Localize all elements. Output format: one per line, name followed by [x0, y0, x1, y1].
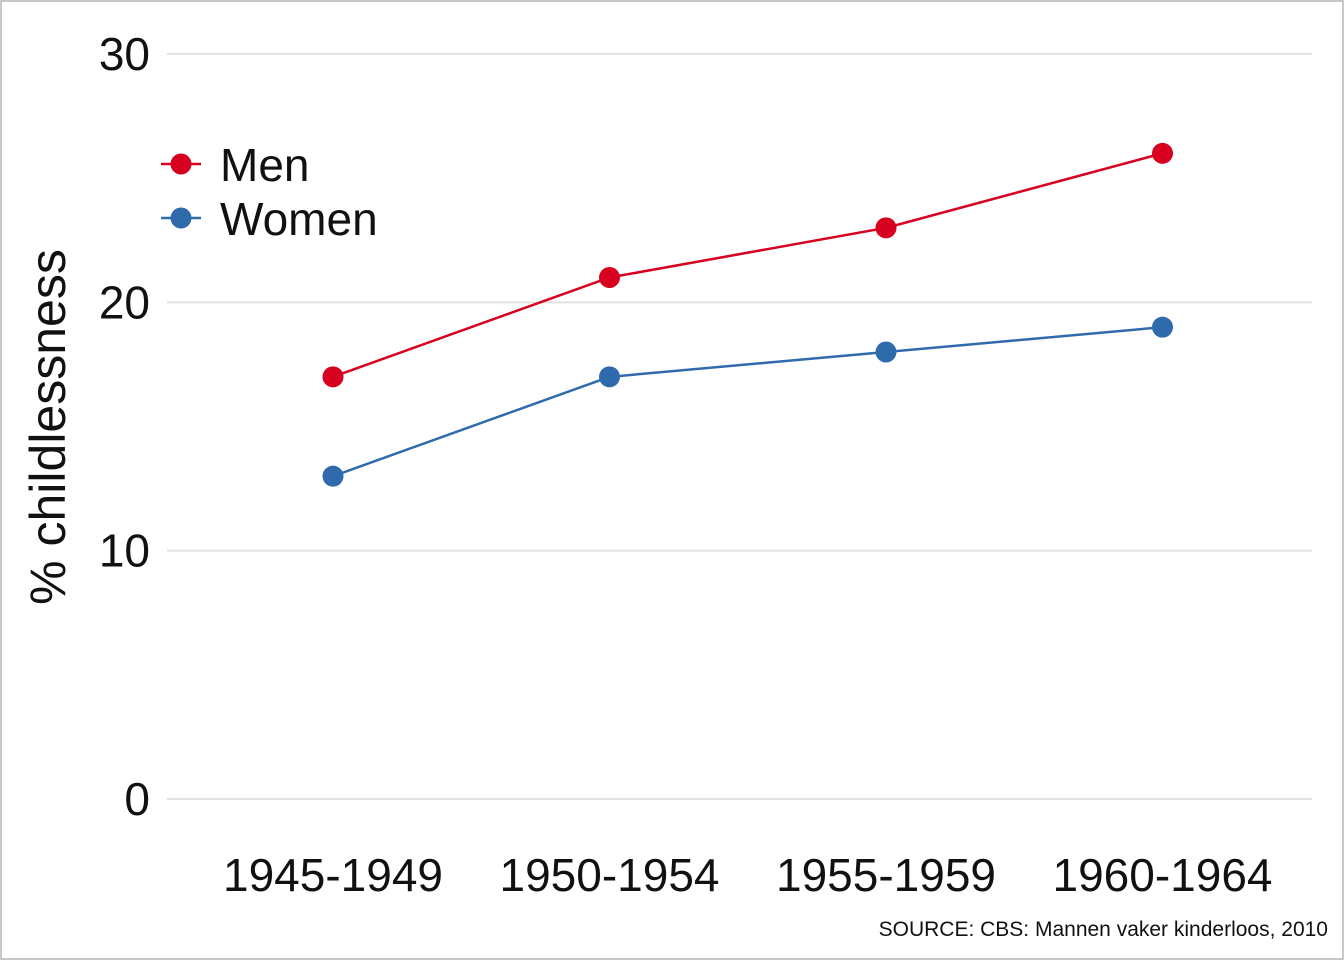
source-note: SOURCE: CBS: Mannen vaker kinderloos, 20… — [879, 918, 1328, 941]
legend-marker — [170, 207, 192, 229]
x-axis-ticks: 1945-1949 1950-1954 1955-1959 1960-1964 — [223, 849, 1272, 901]
x-tick-label: 1945-1949 — [223, 849, 443, 901]
data-point-men — [322, 366, 344, 388]
legend-item-men: Men — [161, 139, 309, 191]
y-tick-label: 30 — [99, 28, 150, 80]
data-point-women — [1152, 316, 1173, 338]
x-tick-label: 1960-1964 — [1053, 849, 1273, 901]
legend-label: Men — [220, 139, 309, 191]
x-tick-label: 1955-1959 — [776, 849, 996, 901]
data-point-men — [875, 217, 897, 239]
legend-label: Women — [220, 193, 378, 245]
gridlines — [167, 53, 1312, 800]
series-line-women — [332, 325, 1163, 478]
legend-marker — [170, 153, 192, 175]
y-tick-label: 20 — [99, 276, 150, 328]
x-tick-label: 1950-1954 — [500, 849, 720, 901]
y-axis-title: % childlessness — [20, 249, 76, 605]
y-axis-ticks: 0 10 20 30 — [99, 28, 150, 825]
data-point-men — [599, 267, 620, 288]
series — [322, 142, 1173, 487]
y-tick-label: 0 — [124, 773, 150, 825]
data-point-women — [875, 341, 897, 363]
series-men — [322, 142, 1173, 388]
y-tick-label: 10 — [99, 525, 150, 577]
series-women — [322, 316, 1173, 487]
series-line-men — [332, 152, 1163, 379]
data-point-men — [1152, 142, 1173, 164]
legend-item-women: Women — [161, 193, 378, 245]
data-point-women — [599, 366, 620, 388]
data-point-women — [322, 465, 344, 487]
